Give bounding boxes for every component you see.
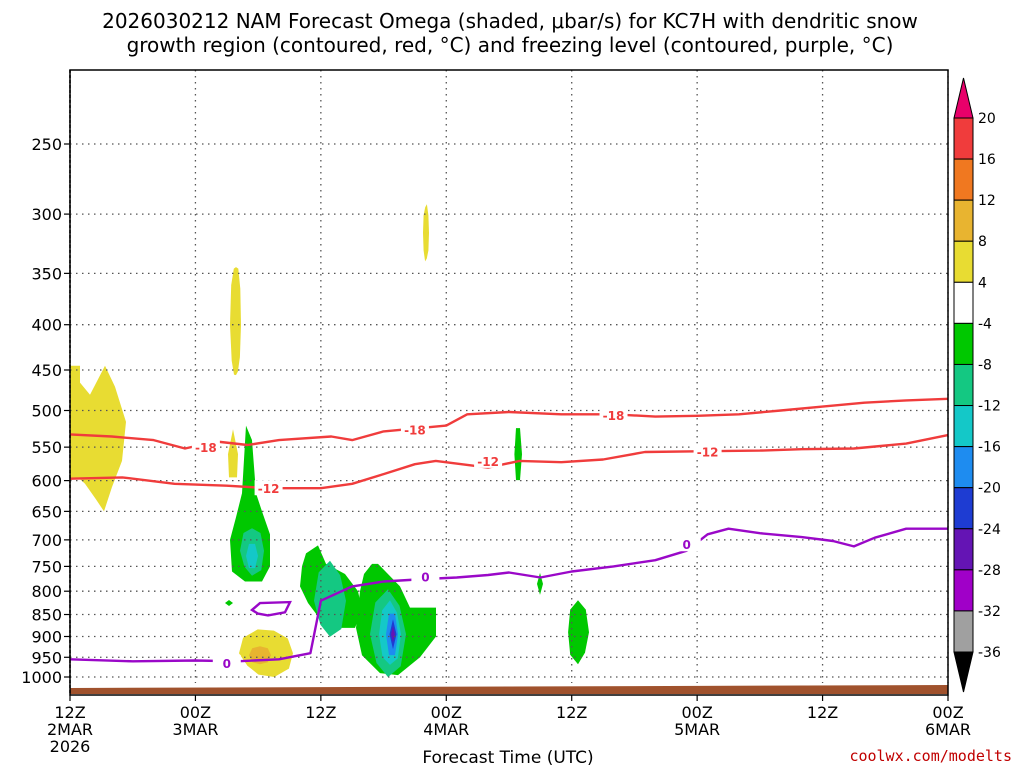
x-axis-label: Forecast Time (UTC): [422, 748, 593, 768]
contour-label-bg: [254, 480, 283, 496]
y-tick-label: 750: [31, 557, 62, 576]
y-tick-label: 500: [31, 402, 62, 421]
contour-label-bg: [411, 568, 440, 584]
y-tick-label: 550: [31, 438, 62, 457]
omega-shaded-region: [225, 600, 233, 606]
omega-shaded-region: [70, 365, 126, 512]
colorbar-label: 8: [978, 234, 987, 250]
colorbar-box: [953, 322, 974, 365]
omega-shading: [70, 204, 589, 678]
omega-shaded-region: [423, 204, 429, 262]
terrain-strip: [70, 685, 948, 694]
chart-title-line2: growth region (contoured, red, °C) and f…: [127, 33, 894, 57]
colorbar-box: [953, 363, 974, 407]
colorbar-box: [953, 405, 974, 448]
contour-label-bg: [693, 443, 722, 459]
y-tick-label: 350: [31, 264, 62, 283]
colorbar-label: -16: [978, 440, 1001, 456]
contour-label: -12: [697, 445, 719, 459]
colorbar-label: -20: [978, 481, 1001, 497]
contour-label-bg: [400, 421, 429, 437]
credit-text[interactable]: coolwx.com/modelts: [849, 747, 1012, 765]
x-tick-label: 2026: [50, 737, 91, 756]
x-tick-label: 12Z: [305, 703, 336, 722]
colorbar-box: [953, 117, 974, 160]
terrain-fill: [70, 685, 948, 694]
y-tick-label: 650: [31, 502, 62, 521]
contour-label: -18: [195, 441, 217, 455]
contour-label-bg: [212, 654, 241, 670]
colorbar-label: -8: [978, 357, 992, 373]
colorbar-label: 20: [978, 111, 996, 127]
omega-shaded-region: [314, 560, 346, 637]
x-tick-label: 12Z: [54, 703, 85, 722]
y-tick-label: 250: [31, 135, 62, 154]
colorbar-box: [953, 158, 974, 201]
omega-shaded-region: [568, 600, 589, 665]
contour-label-bg: [474, 452, 503, 468]
contour-label-bg: [599, 407, 628, 423]
colorbar-label: 4: [978, 275, 987, 291]
x-tick-label: 00Z: [431, 703, 462, 722]
axes: 250 300 350 400 450 500 550 600 650 700 750 800 850 9…: [21, 69, 971, 756]
colorbar-label: -4: [978, 316, 992, 332]
omega-shaded-region: [228, 429, 238, 478]
x-tick-label: 00Z: [180, 703, 211, 722]
colorbar-label: 12: [978, 193, 996, 209]
contour-label: -12: [258, 482, 280, 496]
x-tick-label: 6MAR: [925, 720, 971, 739]
colorbar-box: [953, 281, 974, 324]
y-tick-label: 700: [31, 531, 62, 550]
colorbar-box: [953, 199, 974, 242]
colorbar-box: [953, 446, 974, 489]
x-tick-label: 00Z: [681, 703, 712, 722]
contour-label-bg: [191, 439, 220, 455]
x-tick-label: 12Z: [807, 703, 838, 722]
contour-line: [69, 527, 948, 663]
contour-label: 0: [683, 538, 691, 552]
colorbar-bottom-arrow: [953, 651, 974, 693]
omega-shaded-region: [246, 543, 258, 569]
temperature-contours: -18 -18 -18 -12 -12 -12 0 0 0: [69, 397, 949, 671]
contour-label: 0: [223, 657, 231, 671]
y-tick-label: 850: [31, 606, 62, 625]
x-tick-label: 5MAR: [674, 720, 720, 739]
contour-label: -18: [603, 409, 625, 423]
y-tick-label: 800: [31, 582, 62, 601]
colorbar-label: 16: [978, 152, 996, 168]
chart-title-line1: 2026030212 NAM Forecast Omega (shaded, μ…: [102, 9, 918, 33]
omega-shaded-region: [230, 267, 241, 376]
colorbar-label: -24: [978, 522, 1001, 538]
omega-shaded-region: [514, 428, 522, 481]
x-tick-label: 12Z: [556, 703, 587, 722]
contour-label: -18: [404, 423, 426, 437]
x-tick-label: 3MAR: [172, 720, 218, 739]
x-tick-label: 2MAR: [47, 720, 93, 739]
contour-label: 0: [421, 571, 429, 585]
y-tick-label: 600: [31, 472, 62, 491]
colorbar-box: [953, 528, 974, 571]
colorbar-label: -28: [978, 563, 1001, 579]
y-tick-label: 950: [31, 648, 62, 667]
y-tick-label: 450: [31, 361, 62, 380]
colorbar-box: [953, 569, 974, 612]
colorbar-box: [953, 487, 974, 530]
colorbar-label: -32: [978, 604, 1001, 620]
x-tick-label: 4MAR: [423, 720, 469, 739]
colorbar-label: -12: [978, 399, 1001, 415]
contour-line: [249, 600, 292, 617]
x-tick-label: 00Z: [932, 703, 963, 722]
colorbar-box: [953, 610, 974, 653]
y-tick-label: 900: [31, 627, 62, 646]
y-tick-label: 300: [31, 205, 62, 224]
omega-shaded-region: [391, 626, 395, 643]
contour-label-bg: [672, 536, 701, 552]
y-tick-label: 400: [31, 316, 62, 335]
colorbar-label: -36: [978, 645, 1001, 661]
y-tick-label: 1000: [21, 668, 62, 687]
contour-label: -12: [477, 455, 499, 469]
colorbar: 20 16 12 8 4 -4 -8 -12 -16 -20 -24 -28 -32 -36: [953, 77, 1001, 693]
colorbar-box: [953, 240, 974, 283]
